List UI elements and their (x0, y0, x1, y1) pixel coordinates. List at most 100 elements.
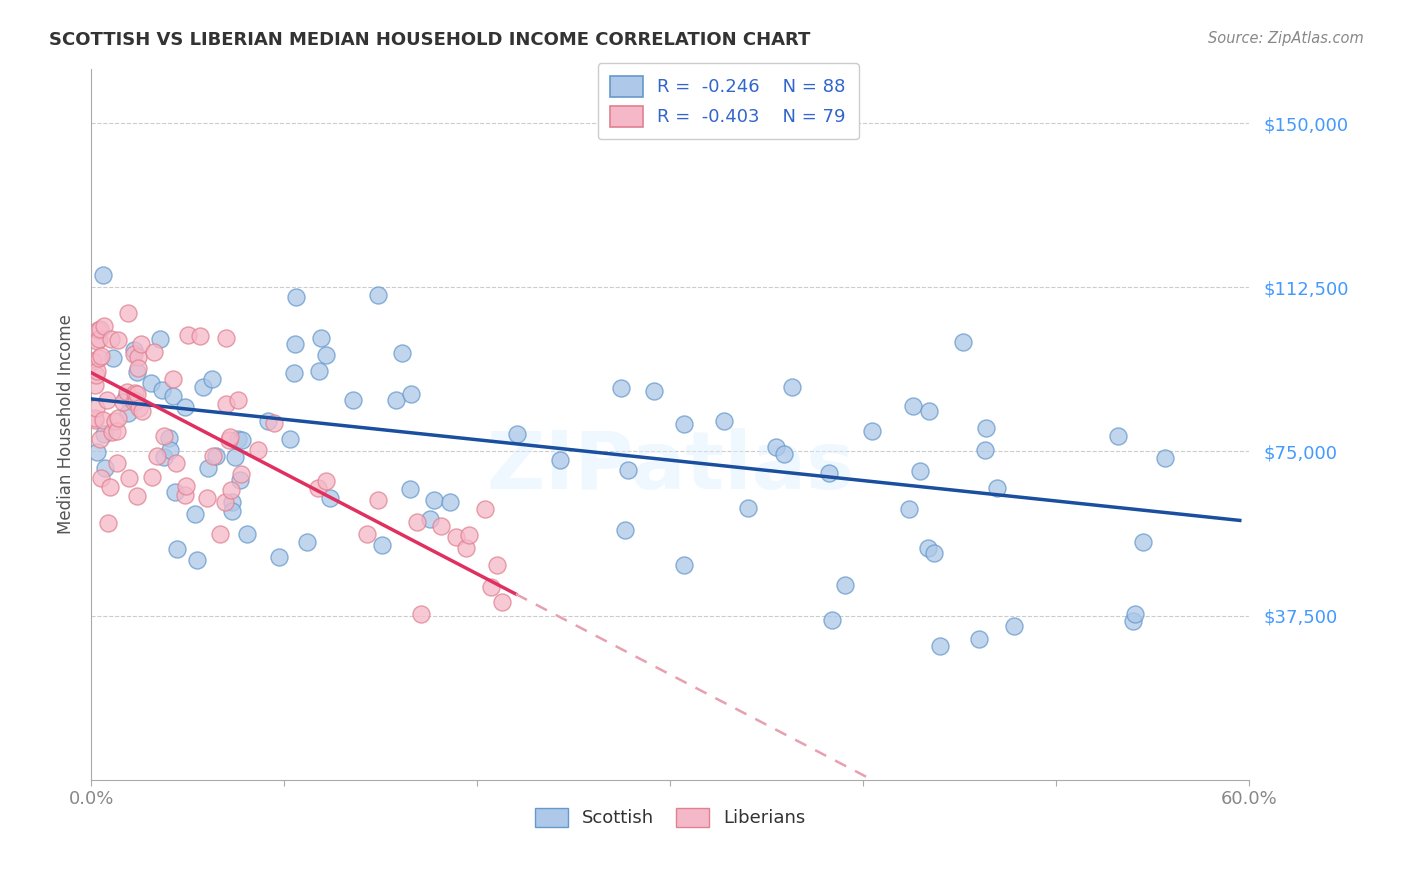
Point (834, 578, 856, 592)
Point (125, 393, 148, 408)
Point (226, 432, 249, 446)
Point (177, 328, 200, 343)
Point (256, 414, 278, 428)
Point (125, 365, 148, 379)
Point (93, 319, 115, 334)
Point (84, 377, 107, 392)
Point (454, 541, 477, 555)
Point (928, 639, 950, 653)
Point (356, 527, 378, 541)
Point (118, 471, 141, 485)
Point (231, 467, 253, 481)
Point (101, 425, 124, 439)
Point (367, 492, 389, 507)
Point (319, 491, 342, 505)
Point (100, 332, 122, 346)
Point (89, 332, 111, 346)
Point (643, 384, 665, 399)
Point (897, 502, 920, 516)
Point (283, 366, 305, 380)
Point (910, 464, 932, 478)
Point (86, 334, 108, 348)
Point (342, 393, 364, 408)
Point (141, 469, 163, 483)
Point (104, 414, 127, 428)
Point (391, 346, 413, 360)
Point (215, 330, 238, 344)
Point (153, 429, 176, 443)
Point (146, 449, 169, 463)
Point (188, 329, 211, 343)
Point (91, 268, 114, 282)
Point (226, 393, 249, 408)
Point (127, 351, 149, 365)
Point (765, 440, 787, 454)
Point (186, 552, 208, 566)
Point (87, 323, 110, 337)
Point (184, 507, 207, 521)
Point (87, 351, 110, 365)
Point (114, 390, 136, 404)
Point (1123, 607, 1146, 621)
Point (973, 443, 995, 458)
Point (284, 336, 307, 351)
Point (84, 413, 107, 427)
Point (673, 558, 696, 572)
Legend: Scottish, Liberians: Scottish, Liberians (529, 801, 813, 835)
Point (780, 379, 803, 393)
Point (672, 417, 695, 432)
Point (131, 403, 153, 417)
Point (423, 493, 446, 508)
Point (165, 485, 187, 500)
Y-axis label: Median Household Income: Median Household Income (58, 314, 75, 534)
Point (208, 526, 231, 541)
Point (125, 490, 148, 504)
Point (124, 395, 146, 409)
Point (610, 381, 633, 395)
Point (93, 426, 115, 441)
Point (117, 305, 139, 319)
Point (96, 393, 118, 408)
Point (444, 530, 467, 544)
Point (439, 495, 461, 509)
Point (817, 466, 839, 480)
Point (236, 527, 259, 541)
Point (229, 473, 252, 487)
Point (166, 541, 188, 556)
Point (86, 445, 108, 459)
Point (399, 482, 422, 496)
Point (820, 613, 842, 627)
Point (1107, 429, 1129, 443)
Point (918, 404, 941, 418)
Point (614, 523, 637, 537)
Point (309, 331, 332, 345)
Point (713, 414, 735, 428)
Point (107, 334, 129, 348)
Point (93, 460, 115, 475)
Point (405, 515, 427, 529)
Point (82, 353, 104, 368)
Point (411, 607, 433, 622)
Point (506, 427, 529, 442)
Point (174, 479, 197, 493)
Point (548, 452, 571, 467)
Point (159, 443, 181, 458)
Point (215, 396, 238, 410)
Point (219, 430, 242, 444)
Point (157, 432, 180, 446)
Point (458, 528, 481, 542)
Point (141, 376, 163, 390)
Point (247, 442, 270, 457)
Point (284, 290, 307, 304)
Point (103, 351, 125, 366)
Point (401, 386, 423, 401)
Point (1153, 451, 1175, 466)
Point (107, 410, 129, 425)
Point (149, 332, 172, 346)
Point (221, 503, 243, 517)
Point (204, 449, 226, 463)
Point (267, 549, 290, 564)
Point (1122, 614, 1144, 628)
Point (1132, 534, 1154, 549)
Point (224, 450, 246, 464)
